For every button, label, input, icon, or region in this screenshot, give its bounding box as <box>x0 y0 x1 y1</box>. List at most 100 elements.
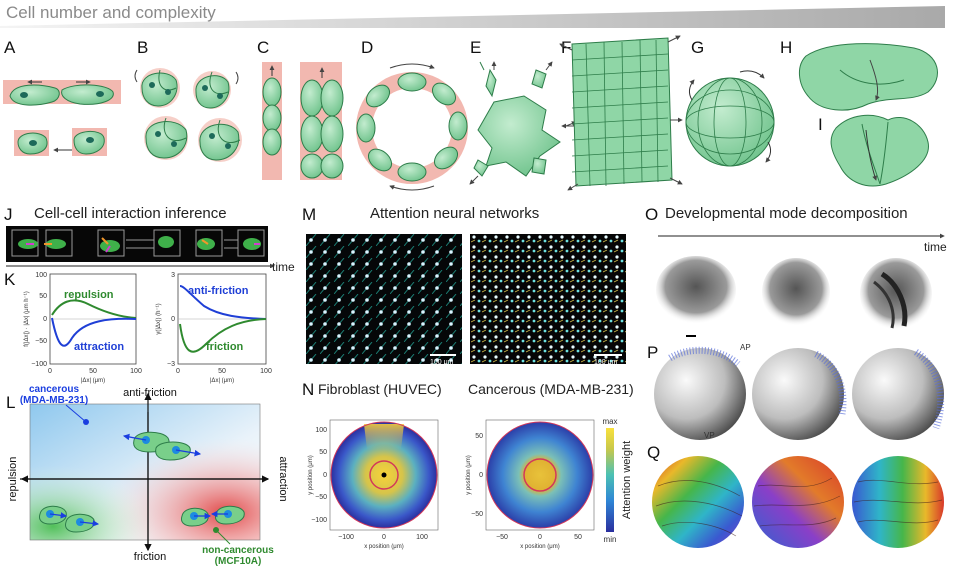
panel-label-p: P <box>647 343 659 362</box>
cell-illustrations-top-row <box>3 35 938 191</box>
n-cbar-min: min <box>604 535 617 544</box>
m-left-image <box>306 234 462 364</box>
k-right-ylabel: γ(|Δx|) (h⁻¹) <box>156 303 162 334</box>
k-left-xtick: 0 <box>48 368 52 375</box>
panel-label-n: N <box>302 380 315 399</box>
panel-label-m: M <box>302 205 317 224</box>
panel-label-q: Q <box>647 443 661 462</box>
k-left-ytick: 0 <box>43 316 47 323</box>
j-time-label: time <box>272 260 295 274</box>
n-left-ytick: 0 <box>323 472 327 479</box>
panel-label-j: J <box>4 205 13 224</box>
n-left-xlabel: x position (μm) <box>364 544 403 550</box>
k-right-axes: anti-friction friction 3 0 −3 0 50 100 |… <box>156 272 272 384</box>
n-left-xtick: 100 <box>416 534 428 541</box>
panel-label-l: L <box>6 393 16 412</box>
panel-opq-embryos: AP VP <box>652 256 945 548</box>
k-right-ytick: −3 <box>167 361 175 368</box>
o-embryo-1 <box>656 256 736 324</box>
panel-label-e: E <box>470 38 482 57</box>
m-scalebar-left: 100 μm <box>430 359 454 366</box>
n-colorbar <box>606 428 614 532</box>
n-cbar-label: Attention weight <box>621 441 633 519</box>
k-left-axes: repulsion attraction 100 50 0 −50 −100 0… <box>24 272 142 384</box>
panel-e-scattered-cells <box>473 61 561 177</box>
n-left-ytick: 100 <box>315 427 327 434</box>
n-right-ytick: 50 <box>475 433 483 440</box>
n-right-title: Cancerous (MDA-MB-231) <box>468 381 634 397</box>
n-right-xtick: −50 <box>496 534 508 541</box>
panel-g-spheroid <box>685 70 775 167</box>
panel-b-rotating-pairs <box>134 68 242 162</box>
panel-n-attention-maps: 100 50 0 −50 −100 −100 0 100 x position … <box>308 417 633 550</box>
panel-h-tissue <box>799 43 938 111</box>
header-title: Cell number and complexity <box>6 3 216 22</box>
panel-a-cell-pairs <box>3 79 121 156</box>
n-right-ylabel: y position (μm) <box>466 455 472 494</box>
k-right-ytick: 0 <box>171 316 175 323</box>
n-cbar-max: max <box>602 417 617 426</box>
n-right-xlabel: x position (μm) <box>520 544 559 550</box>
k-left-ytick: −100 <box>31 361 47 368</box>
l-attraction-label: attraction <box>277 456 289 501</box>
m-right-image <box>470 234 626 364</box>
k-right-xlabel: |Δx| (μm) <box>210 378 234 384</box>
panel-label-b: B <box>137 38 149 57</box>
panel-f-sheet <box>559 35 683 191</box>
n-right-ytick: 0 <box>479 472 483 479</box>
panel-i-folded-tissue <box>830 114 929 187</box>
panel-label-k: K <box>4 270 16 289</box>
panel-label-d: D <box>361 38 374 57</box>
k-right-xtick: 100 <box>260 368 272 375</box>
l-noncancerous-sublabel: (MCF10A) <box>215 556 262 567</box>
n-left-xtick: 0 <box>382 534 386 541</box>
l-anti-friction-label: anti-friction <box>123 387 177 399</box>
n-left-ytick: −100 <box>311 517 327 524</box>
complexity-gradient-bar <box>0 6 945 28</box>
k-friction-label: friction <box>206 341 244 353</box>
panel-c-stripes <box>262 62 344 180</box>
m-scalebar-right: 100 μm <box>594 359 618 366</box>
n-left-ytick: −50 <box>315 494 327 501</box>
k-left-xtick: 50 <box>89 368 97 375</box>
n-left-title: Fibroblast (HUVEC) <box>318 381 442 397</box>
attention-title: Attention neural networks <box>370 205 540 222</box>
developmental-title: Developmental mode decomposition <box>665 205 908 222</box>
l-friction-label: friction <box>134 551 166 563</box>
k-left-xlabel: |Δx| (μm) <box>81 378 105 384</box>
panel-m-microscopy: 100 μm 100 μm <box>306 234 626 366</box>
p-vp-label: VP <box>704 431 715 440</box>
k-left-ytick: 50 <box>39 293 47 300</box>
panel-k-plots: repulsion attraction 100 50 0 −50 −100 0… <box>24 272 272 384</box>
k-left-xtick: 100 <box>130 368 142 375</box>
n-left-ytick: 50 <box>319 449 327 456</box>
n-right-xtick: 0 <box>538 534 542 541</box>
panel-l-phase-map: anti-friction friction repulsion attract… <box>7 384 289 567</box>
panel-d-ring <box>356 63 468 191</box>
n-left-ylabel: y position (μm) <box>308 455 314 494</box>
panel-label-a: A <box>4 38 16 57</box>
panel-label-o: O <box>645 205 659 224</box>
q-spheres <box>652 456 944 548</box>
l-cancerous-sublabel: (MDA-MB-231) <box>20 395 88 406</box>
p-ap-label: AP <box>740 343 751 352</box>
l-repulsion-label: repulsion <box>7 457 19 502</box>
panel-o-time-axis <box>658 233 945 239</box>
interaction-title: Cell-cell interaction inference <box>34 205 227 222</box>
k-attraction-label: attraction <box>74 341 124 353</box>
o-time-label: time <box>924 240 947 254</box>
k-right-xtick: 50 <box>218 368 226 375</box>
panel-label-c: C <box>257 38 270 57</box>
o-embryo-3 <box>860 258 932 330</box>
n-right-xtick: 50 <box>574 534 582 541</box>
panel-label-h: H <box>780 38 793 57</box>
n-right-ytick: −50 <box>471 511 483 518</box>
k-left-ytick: 100 <box>35 272 47 279</box>
l-noncancerous-label: non-cancerous <box>202 545 274 556</box>
k-left-ytick: −50 <box>35 338 47 345</box>
k-right-xtick: 0 <box>176 368 180 375</box>
l-cancerous-label: cancerous <box>29 384 79 395</box>
p-spheres: AP VP <box>654 343 945 440</box>
n-left-xtick: −100 <box>338 534 354 541</box>
panel-label-g: G <box>691 38 705 57</box>
